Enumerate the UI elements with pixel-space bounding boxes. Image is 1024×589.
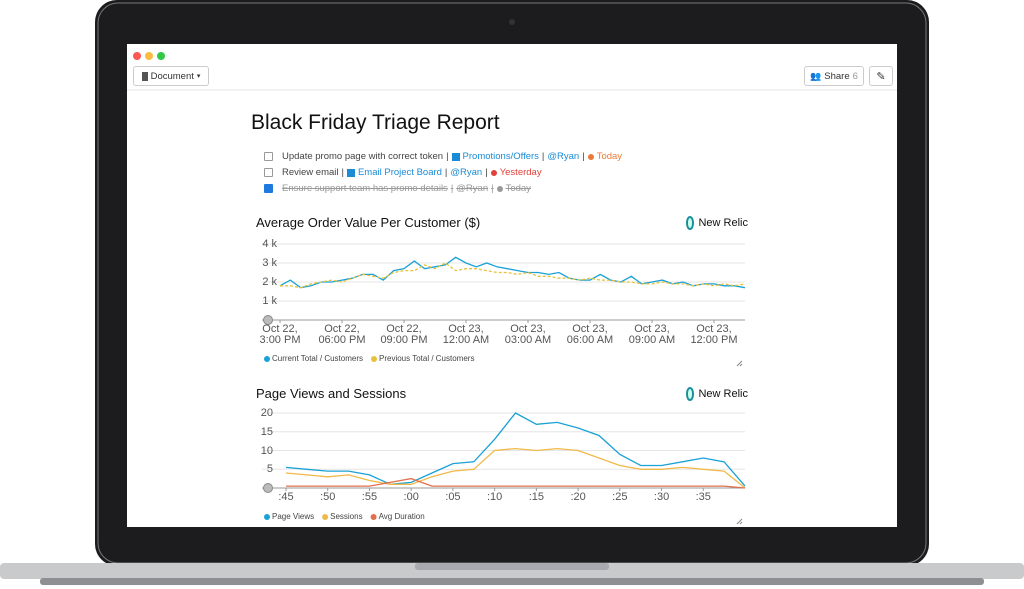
badge-icon bbox=[686, 387, 695, 401]
x-tick-label: :45 bbox=[278, 491, 294, 503]
separator: | bbox=[341, 167, 344, 178]
separator: | bbox=[541, 151, 545, 162]
legend-label: Avg Duration bbox=[378, 512, 425, 521]
due-date: Today bbox=[596, 151, 623, 162]
legend-label: Previous Total / Customers bbox=[379, 354, 475, 363]
caret: ▾ bbox=[196, 73, 201, 80]
badge-text: New Relic bbox=[698, 388, 748, 400]
y-tick-label: 15 bbox=[260, 425, 273, 438]
x-tick-label: :00 bbox=[403, 491, 419, 503]
x-tick-label: :50 bbox=[320, 491, 336, 503]
separator: | bbox=[485, 167, 488, 178]
badge-icon bbox=[686, 216, 695, 230]
link-icon bbox=[346, 168, 355, 177]
y-tick-label: 20 bbox=[260, 407, 273, 419]
mention[interactable]: @Ryan bbox=[450, 167, 483, 178]
x-tick-label: :10 bbox=[486, 491, 503, 503]
due-date: Today bbox=[505, 183, 531, 194]
document-button[interactable]: Document ▾ bbox=[133, 66, 209, 86]
badge-text: New Relic bbox=[698, 217, 748, 229]
y-tick-label: 3 k bbox=[262, 257, 277, 269]
separator: | bbox=[446, 151, 449, 162]
legend-label: Sessions bbox=[330, 512, 363, 521]
badge: New Relic bbox=[686, 387, 748, 401]
window-minimize[interactable] bbox=[145, 52, 153, 60]
board-link[interactable]: Email Project Board bbox=[357, 167, 442, 178]
badge: New Relic bbox=[686, 216, 748, 230]
x-tick-label: Oct 22, 3:00 PM bbox=[259, 323, 301, 346]
legend-label: Current Total / Customers bbox=[272, 354, 363, 363]
separator: | bbox=[582, 151, 585, 162]
separator: | bbox=[450, 183, 454, 194]
screen bbox=[127, 44, 897, 527]
x-tick-label: Oct 23, 03:00 AM bbox=[504, 323, 552, 346]
separator: | bbox=[491, 183, 494, 194]
task-text: Review email bbox=[282, 167, 339, 178]
x-tick-label: Oct 22, 09:00 PM bbox=[380, 323, 428, 346]
share-count: 6 bbox=[852, 70, 858, 82]
chart-title: Page Views and Sessions bbox=[256, 386, 407, 401]
checkbox[interactable] bbox=[264, 168, 273, 177]
x-tick-label: :05 bbox=[445, 491, 461, 503]
x-tick-label: Oct 23, 06:00 AM bbox=[566, 323, 614, 346]
alarm-icon bbox=[490, 169, 497, 176]
link-icon bbox=[451, 152, 460, 161]
x-tick-label: :30 bbox=[653, 491, 670, 503]
laptop-base-shadow bbox=[40, 578, 984, 585]
document-label: Document bbox=[150, 70, 194, 82]
doc-icon bbox=[141, 71, 148, 81]
camera bbox=[509, 19, 515, 25]
window-zoom[interactable] bbox=[157, 52, 165, 60]
x-tick-label: Oct 23, 12:00 PM bbox=[690, 323, 738, 346]
task-text: Ensure support team has promo details bbox=[282, 183, 448, 194]
y-tick-label: 1 k bbox=[262, 295, 277, 307]
share-button[interactable]: 👥 Share 6 bbox=[804, 66, 864, 86]
x-tick-label: :55 bbox=[361, 491, 378, 503]
share-icon: 👥 bbox=[810, 70, 822, 81]
window-close[interactable] bbox=[133, 52, 141, 60]
y-tick-label: 4 k bbox=[262, 238, 277, 250]
mention[interactable]: @Ryan bbox=[547, 151, 580, 162]
x-tick-label: :20 bbox=[570, 491, 586, 503]
task-text: Update promo page with correct token bbox=[282, 151, 444, 162]
document-title: Black Friday Triage Report bbox=[251, 111, 500, 134]
chart-title: Average Order Value Per Customer ($) bbox=[256, 215, 481, 230]
due-date: Yesterday bbox=[499, 167, 542, 178]
x-tick-label: Oct 23, 09:00 AM bbox=[628, 323, 676, 346]
x-tick-label: :25 bbox=[612, 491, 628, 503]
y-tick-label: 5 bbox=[266, 463, 273, 476]
legend-label: Page Views bbox=[272, 512, 315, 521]
x-tick-label: :15 bbox=[528, 491, 545, 503]
mention[interactable]: @Ryan bbox=[456, 183, 489, 194]
y-tick-label: 2 k bbox=[262, 276, 277, 288]
y-tick-label: 10 bbox=[260, 444, 273, 457]
share-label: Share bbox=[824, 70, 850, 82]
task-row: Review email | Email Project Board | @Ryan | Y… bbox=[264, 167, 542, 178]
task-row: Ensure support team has promo details | @R… bbox=[264, 183, 531, 194]
task-row: Update promo page with correct token | Pro… bbox=[264, 151, 622, 162]
separator: | bbox=[444, 167, 448, 178]
x-tick-label: :35 bbox=[695, 491, 711, 503]
x-tick-label: Oct 22, 06:00 PM bbox=[318, 323, 366, 346]
x-tick-label: Oct 23, 12:00 AM bbox=[442, 323, 490, 346]
alarm-icon bbox=[496, 185, 503, 192]
board-link[interactable]: Promotions/Offers bbox=[462, 151, 539, 162]
alarm-icon bbox=[587, 153, 594, 160]
laptop-base bbox=[0, 563, 1024, 579]
edit-button[interactable]: ✎ bbox=[869, 66, 893, 86]
checkbox[interactable] bbox=[264, 184, 273, 193]
laptop-notch bbox=[415, 563, 609, 570]
checkbox[interactable] bbox=[264, 152, 273, 161]
